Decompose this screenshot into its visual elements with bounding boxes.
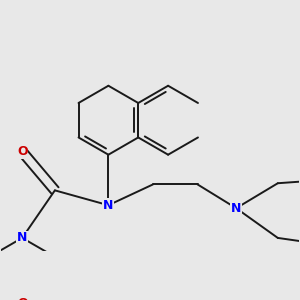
Text: N: N <box>17 231 27 244</box>
Text: O: O <box>17 145 28 158</box>
Text: O: O <box>17 297 28 300</box>
Text: N: N <box>103 199 114 212</box>
Text: N: N <box>231 202 242 215</box>
